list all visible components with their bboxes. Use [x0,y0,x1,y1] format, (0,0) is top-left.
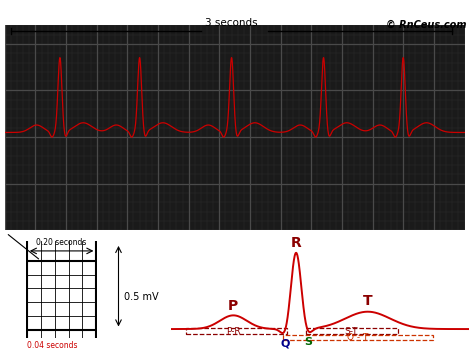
Text: 0.5 mV: 0.5 mV [124,292,159,302]
Text: © RnCeus.com: © RnCeus.com [386,20,467,30]
Text: R: R [291,237,301,251]
Text: P: P [228,298,238,312]
Text: 0.04 seconds: 0.04 seconds [27,341,77,350]
Text: Q - T: Q - T [347,333,369,342]
Text: S: S [305,337,312,347]
Text: S-T: S-T [345,327,358,336]
Text: P-R: P-R [226,327,241,336]
Text: 0.20 seconds: 0.20 seconds [36,238,87,247]
Text: T: T [363,294,373,308]
Text: 3 seconds: 3 seconds [205,18,258,28]
Text: Q: Q [280,339,290,349]
